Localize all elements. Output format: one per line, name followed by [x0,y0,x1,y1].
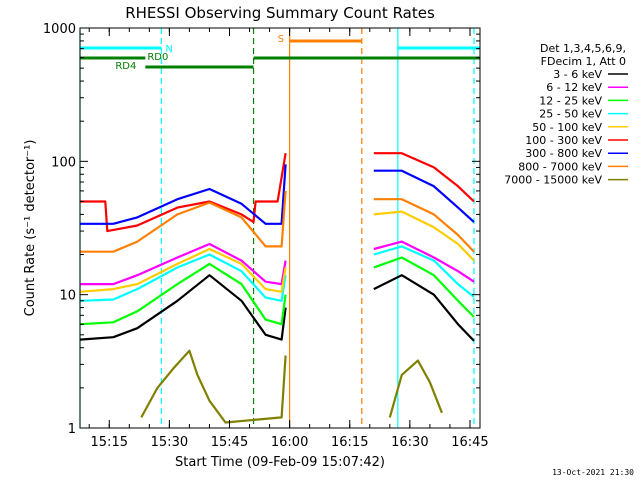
legend-label-2: 12 - 25 keV [539,94,602,107]
legend-label-0: 3 - 6 keV [553,68,602,81]
y-tick-label-1: 10 [59,289,76,304]
y-tick-label-2: 100 [51,155,76,170]
annotation-label-1: RD0 [147,52,168,63]
plot-frame [79,27,481,429]
legend-label-3: 25 - 50 keV [539,108,602,121]
series-line-2 [79,256,475,326]
annotation-label-4: S [278,34,284,45]
series-line-3 [79,245,475,302]
series-line-5 [80,152,475,233]
legend-label-1: 6 - 12 keV [546,81,602,94]
annotation-label-0: N [165,44,172,55]
x-tick-label-2: 15:45 [211,435,248,450]
legend-label-4: 50 - 100 keV [532,121,602,134]
x-tick-label-3: 16:00 [271,435,308,450]
x-tick-label-4: 16:15 [331,435,368,450]
series-line-0 [79,274,475,342]
x-tick-label-5: 16:30 [391,435,428,450]
chart-title: RHESSI Observing Summary Count Rates [125,4,435,22]
series-line-4 [79,210,475,293]
series-line-6 [80,164,475,225]
x-tick-label-1: 15:30 [151,435,188,450]
annotation-label-2: RD4 [115,61,136,72]
x-tick-label-6: 16:45 [451,435,488,450]
series-line-1 [80,240,475,286]
x-tick-label-0: 15:15 [91,435,128,450]
y-tick-label-3: 1000 [43,22,76,37]
y-axis-label: Count Rate (s⁻¹ detector⁻¹) [23,140,38,317]
y-tick-label-0: 1 [68,422,76,437]
legend-label-8: 7000 - 15000 keV [504,174,602,187]
generation-timestamp: 13-Oct-2021 21:30 [552,468,634,477]
legend-label-5: 100 - 300 keV [525,134,602,147]
legend-header-0: Det 1,3,4,5,6,9, [540,42,626,55]
x-axis-label: Start Time (09-Feb-09 15:07:42) [175,455,385,470]
legend-header-1: FDecim 1, Att 0 [541,55,626,68]
legend-label-7: 800 - 7000 keV [518,160,602,173]
series-line-8 [140,349,443,424]
series-line-7 [80,190,475,253]
legend-label-6: 300 - 800 keV [525,147,602,160]
